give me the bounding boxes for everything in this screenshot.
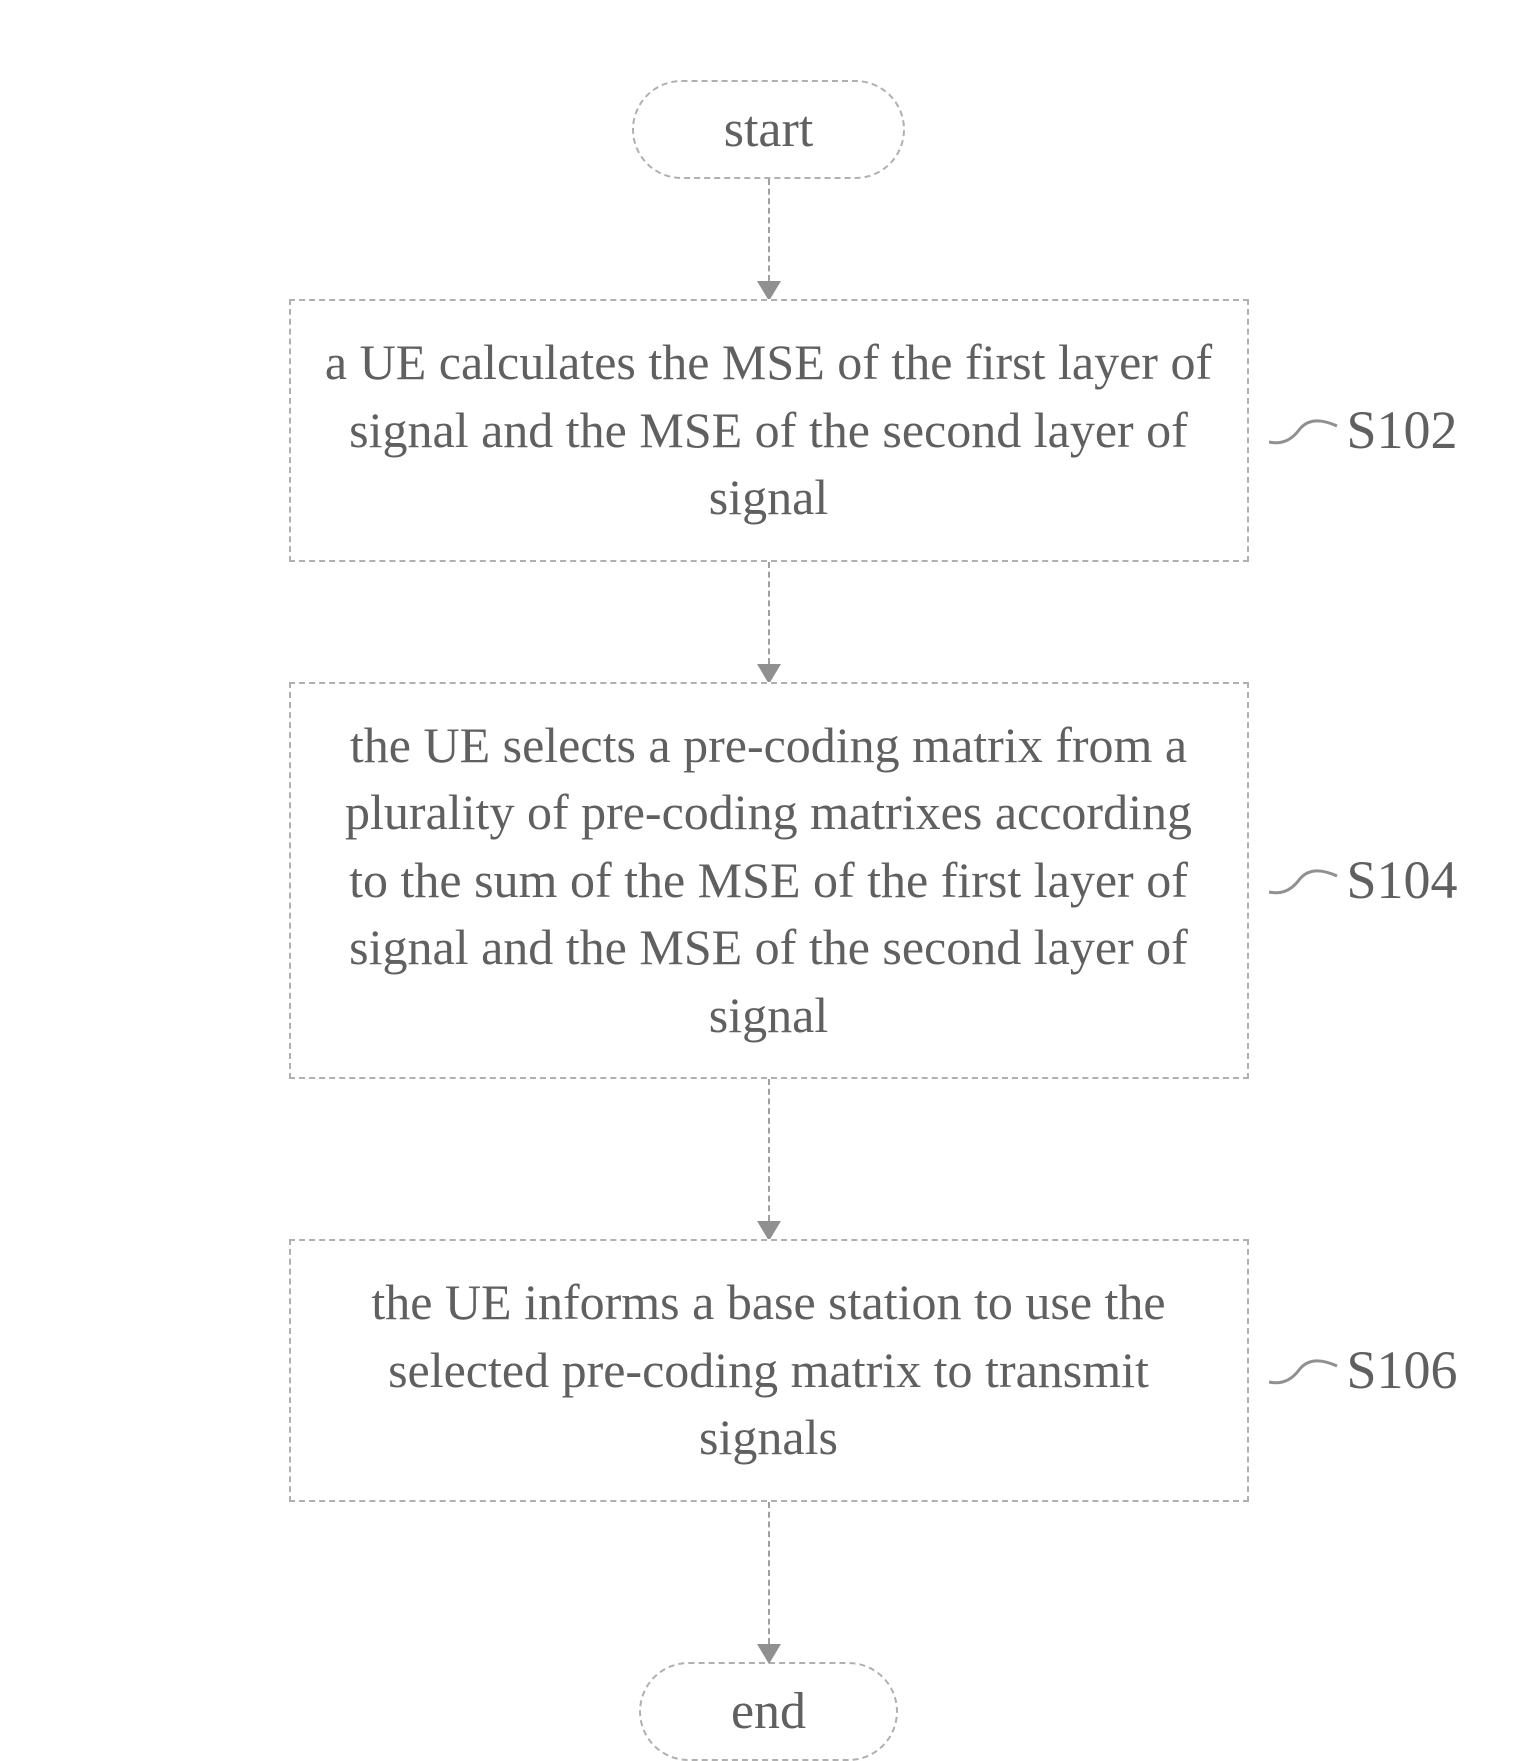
step-row-s102: a UE calculates the MSE of the first lay… (289, 299, 1249, 562)
arrow-4 (768, 1502, 770, 1662)
arrow-2 (768, 562, 770, 682)
process-s106: the UE informs a base station to use the… (289, 1239, 1249, 1502)
step-label-text: S102 (1347, 399, 1458, 461)
arrow-3 (768, 1079, 770, 1239)
end-label: end (731, 1683, 806, 1740)
step-label-text: S104 (1347, 849, 1458, 911)
start-label: start (724, 101, 814, 158)
step-row-s106: the UE informs a base station to use the… (289, 1239, 1249, 1502)
start-terminator: start (632, 80, 906, 179)
step-label-s104: S104 (1269, 849, 1458, 911)
step-label-text: S106 (1347, 1339, 1458, 1401)
arrow-line (768, 179, 770, 281)
process-text: a UE calculates the MSE of the first lay… (325, 334, 1212, 525)
arrow-line (768, 1079, 770, 1221)
arrow-1 (768, 179, 770, 299)
step-label-s106: S106 (1269, 1339, 1458, 1401)
arrow-head-icon (757, 1644, 781, 1664)
connector-squiggle-icon (1269, 1350, 1339, 1390)
arrow-head-icon (757, 1221, 781, 1241)
process-text: the UE selects a pre-coding matrix from … (345, 717, 1192, 1043)
process-text: the UE informs a base station to use the… (371, 1274, 1165, 1465)
flowchart-container: start a UE calculates the MSE of the fir… (289, 80, 1249, 1761)
step-label-s102: S102 (1269, 399, 1458, 461)
arrow-line (768, 1502, 770, 1644)
connector-squiggle-icon (1269, 860, 1339, 900)
end-terminator: end (639, 1662, 898, 1761)
arrow-line (768, 562, 770, 664)
arrow-head-icon (757, 281, 781, 301)
connector-squiggle-icon (1269, 410, 1339, 450)
process-s102: a UE calculates the MSE of the first lay… (289, 299, 1249, 562)
arrow-head-icon (757, 664, 781, 684)
process-s104: the UE selects a pre-coding matrix from … (289, 682, 1249, 1080)
step-row-s104: the UE selects a pre-coding matrix from … (289, 682, 1249, 1080)
